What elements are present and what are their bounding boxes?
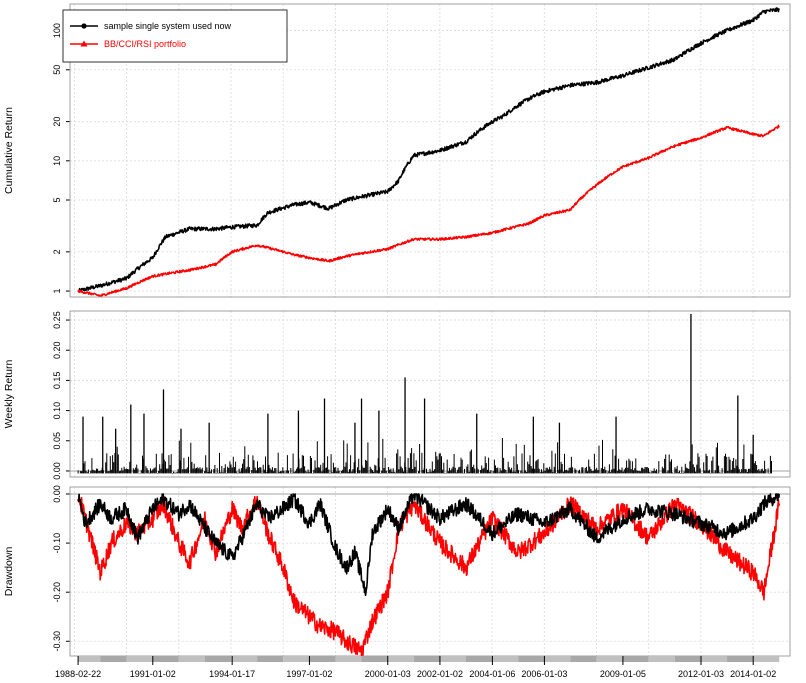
y-tick-label: 0.05 (52, 432, 62, 450)
x-tick-label: 1991-01-02 (130, 669, 176, 679)
legend-label: sample single system used now (104, 21, 232, 31)
y-tick-label: 10 (52, 156, 62, 166)
y-tick-label: 0.20 (52, 341, 62, 359)
period-strip-segment (622, 656, 649, 662)
drawdown-panel: 0.00 -0.10 -0.20 -0.30 Drawdown (3, 485, 791, 657)
period-strip-segment (152, 656, 179, 662)
single-system-drawdown-line (77, 493, 780, 597)
y-tick-label: 1 (52, 289, 62, 294)
x-axis: 1988-02-22 1991-01-02 1994-01-17 1997-01-02… (55, 656, 780, 679)
period-strip-segment (596, 656, 623, 662)
period-strip-segment (361, 656, 388, 662)
x-tick-label: 2006-01-03 (521, 669, 567, 679)
portfolio-line (77, 124, 780, 297)
period-strip-segment (257, 656, 284, 662)
y-tick-label: 5 (52, 198, 62, 203)
period-strip-segment (178, 656, 205, 662)
y-tick-label: -0.10 (52, 533, 62, 554)
x-tick-label: 2012-01-03 (678, 669, 724, 679)
period-strip-segment (570, 656, 597, 662)
period-strip-segment (465, 656, 493, 662)
y-tick-label: -0.20 (52, 582, 62, 603)
x-tick-label: 2000-01-03 (365, 669, 411, 679)
period-strip-segment (335, 656, 362, 662)
x-tick-label: 1994-01-17 (209, 669, 255, 679)
cumulative-return-panel: 1 2 5 10 20 50 100 Cumulative Return (3, 3, 791, 298)
y-tick-label: 2 (52, 249, 62, 254)
weekly-panel-frame (69, 310, 791, 478)
x-tick-label: 1997-01-02 (286, 669, 332, 679)
y-tick-label: 0.15 (52, 372, 62, 390)
y-tick-label: 0.00 (52, 462, 62, 480)
cumulative-panel-frame (69, 3, 791, 298)
period-strip-segment (439, 656, 466, 662)
legend-circle-marker (81, 23, 87, 29)
legend-triangle-marker (80, 40, 88, 47)
period-strip-segment (413, 656, 440, 662)
weekly-return-bars (77, 438, 772, 474)
period-strip-segment (126, 656, 153, 662)
period-strip-segment (283, 656, 310, 662)
x-tick-label: 2004-01-06 (469, 669, 515, 679)
period-strip-segment (648, 656, 675, 662)
period-strip-segment (78, 656, 101, 662)
y-tick-label: 20 (52, 117, 62, 127)
legend-box (62, 9, 288, 63)
x-tick-label: 2014-01-02 (730, 669, 776, 679)
y-tick-label: -0.30 (52, 631, 62, 652)
y-tick-label: 50 (52, 65, 62, 75)
x-tick-label: 2002-01-02 (417, 669, 463, 679)
legend-label: BB/CCI/RSI portfolio (104, 39, 186, 49)
period-strip-segment (309, 656, 336, 662)
period-strip-segment (100, 656, 127, 662)
legend: sample single system used now BB/CCI/RSI … (62, 9, 288, 63)
y-tick-label: 0.25 (52, 311, 62, 329)
period-strip-segment (518, 656, 545, 662)
period-strip-segment (674, 656, 701, 662)
period-strip-segment (492, 656, 519, 662)
period-strip-segment (753, 656, 780, 662)
single-system-line (77, 7, 780, 293)
y-tick-label: 100 (52, 23, 62, 38)
period-strip-segment (204, 656, 232, 662)
period-strip-segment (700, 656, 728, 662)
y-tick-label: 0.10 (52, 402, 62, 420)
y-axis-label: Weekly Return (3, 360, 15, 429)
y-axis-label: Cumulative Return (3, 107, 15, 194)
period-strip-segment (387, 656, 414, 662)
portfolio-drawdown-line (77, 495, 780, 657)
period-strip-segment (231, 656, 258, 662)
weekly-return-panel: 0.00 0.05 0.10 0.15 0.20 0.25 Weekly Return (3, 310, 791, 480)
x-tick-label: 1988-02-22 (55, 669, 101, 679)
x-tick-label: 2009-01-05 (600, 669, 646, 679)
y-axis-label: Drawdown (3, 547, 15, 597)
period-strip-segment (727, 656, 754, 662)
period-strip-segment (544, 656, 571, 662)
y-tick-label: 0.00 (52, 485, 62, 503)
